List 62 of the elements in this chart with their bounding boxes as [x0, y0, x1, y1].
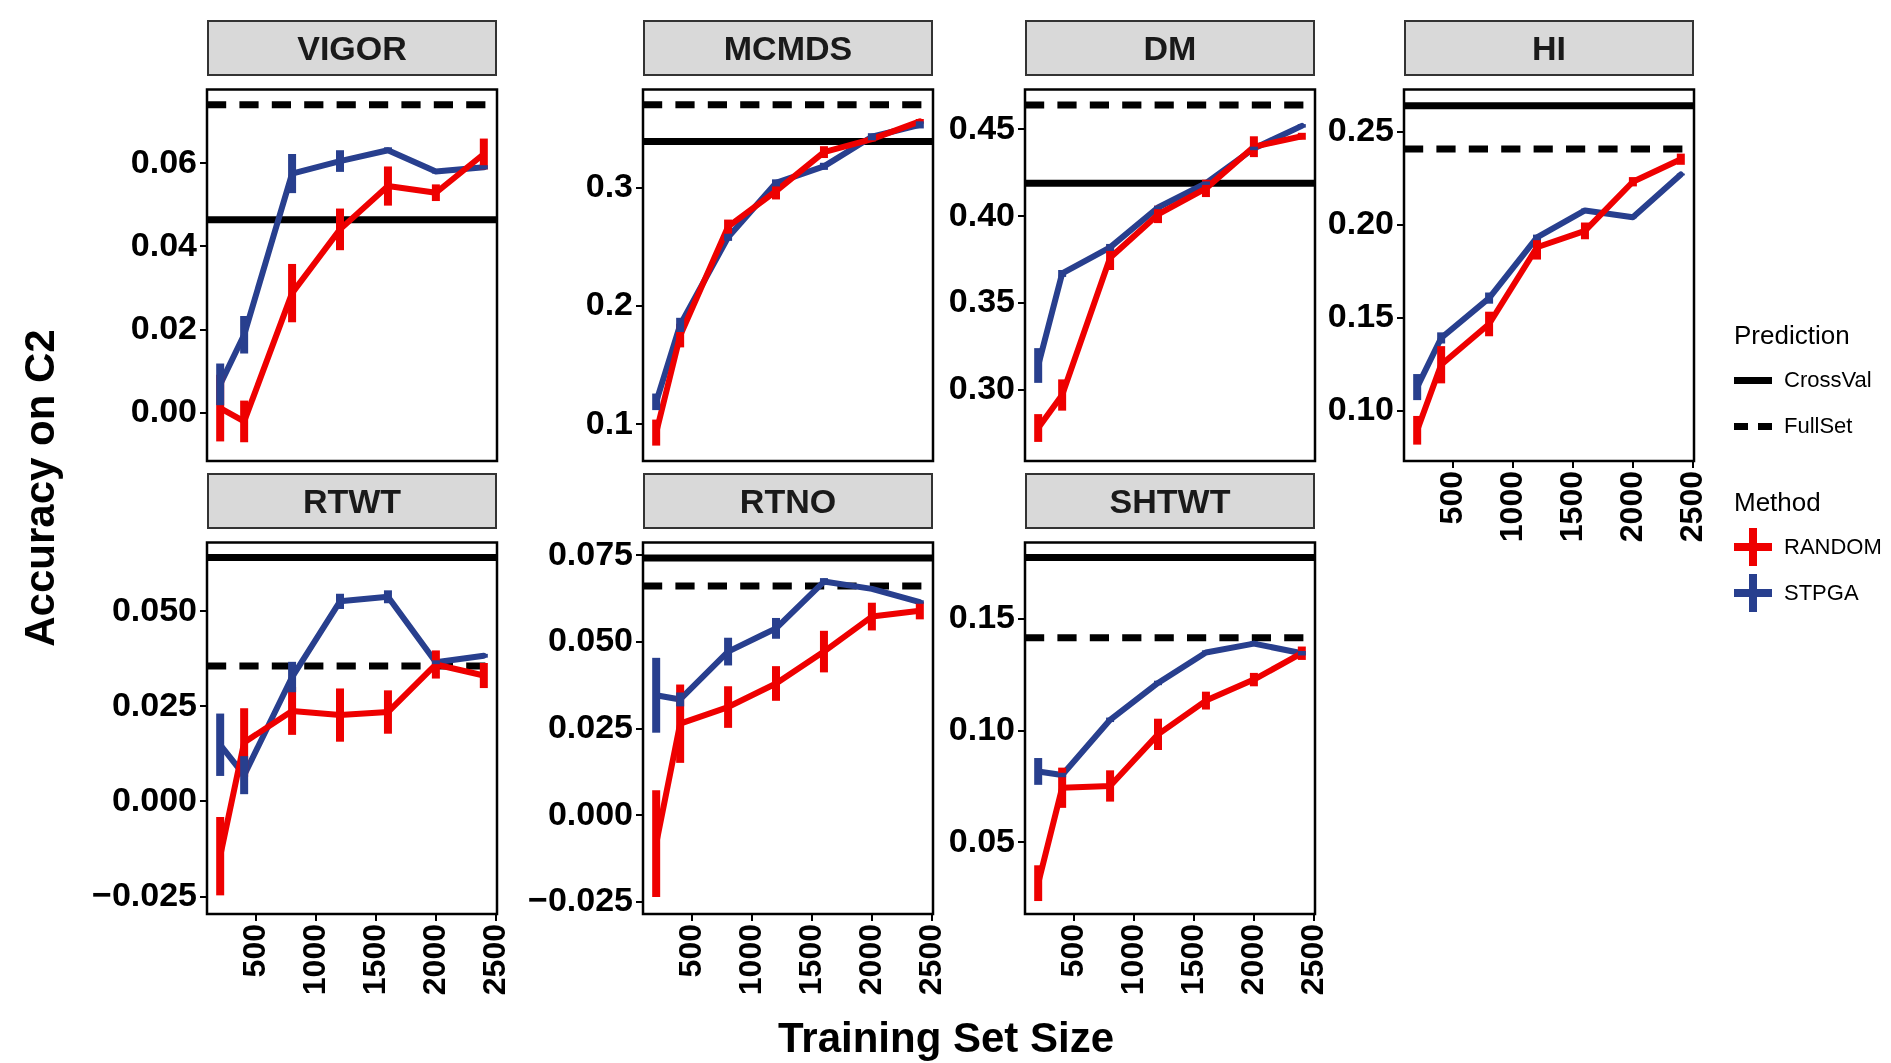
x-tick-label: 2000: [1612, 471, 1649, 543]
legend-label: STPGA: [1784, 580, 1859, 606]
x-tick-label: 500: [1053, 924, 1090, 978]
x-tick-label: 2000: [415, 924, 452, 996]
chart-title: RTNO: [643, 473, 933, 529]
text: Method: [1734, 487, 1822, 518]
y-tick-label: 0.30: [948, 368, 1015, 407]
legend-label: FullSet: [1784, 413, 1853, 439]
y-tick-label: −0.025: [92, 874, 197, 913]
chart-title: DM: [1025, 20, 1315, 76]
y-tick-label: 0.000: [111, 779, 197, 818]
x-tick-label: 2500: [1672, 471, 1709, 543]
x-tick-label: 1000: [1492, 471, 1529, 543]
y-tick-label: 0.050: [111, 589, 197, 628]
y-tick-label: 0.06: [130, 141, 197, 180]
y-tick-label: 0.25: [1327, 110, 1394, 149]
y-tick-label: 0.075: [547, 533, 633, 572]
y-tick-label: 0.10: [1327, 389, 1394, 428]
x-tick-label: 2500: [1293, 924, 1330, 996]
y-axis-title: Accuracy on C2: [16, 329, 64, 647]
x-tick-label: 1000: [731, 924, 768, 996]
x-tick-label: 2500: [475, 924, 512, 996]
x-tick-label: 1500: [791, 924, 828, 996]
y-tick-label: 0.35: [948, 281, 1015, 320]
chart-title: VIGOR: [207, 20, 497, 76]
y-tick-label: 0.2: [585, 284, 633, 323]
y-tick-label: 0.050: [547, 620, 633, 659]
y-tick-label: 0.1: [585, 402, 633, 441]
x-tick-label: 500: [1432, 471, 1469, 525]
x-tick-label: 2000: [851, 924, 888, 996]
y-tick-label: 0.45: [948, 107, 1015, 146]
y-tick-label: 0.15: [1327, 296, 1394, 335]
chart-title: SHTWT: [1025, 473, 1315, 529]
y-tick-label: 0.20: [1327, 203, 1394, 242]
x-tick-label: 1500: [355, 924, 392, 996]
legend-label: CrossVal: [1784, 367, 1872, 393]
y-tick-label: −0.025: [528, 880, 633, 919]
legend-label: RANDOM: [1784, 534, 1882, 560]
y-tick-label: 0.000: [547, 793, 633, 832]
chart-title: RTWT: [207, 473, 497, 529]
y-tick-label: 0.15: [948, 597, 1015, 636]
chart-title: MCMDS: [643, 20, 933, 76]
x-axis-title: Training Set Size: [777, 1014, 1115, 1062]
x-tick-label: 500: [235, 924, 272, 978]
y-tick-label: 0.10: [948, 709, 1015, 748]
y-tick-label: 0.02: [130, 308, 197, 347]
y-tick-label: 0.05: [948, 820, 1015, 859]
chart-title: HI: [1404, 20, 1694, 76]
x-tick-label: 2000: [1233, 924, 1270, 996]
y-tick-label: 0.3: [585, 166, 633, 204]
x-tick-label: 1500: [1173, 924, 1210, 996]
y-tick-label: 0.40: [948, 194, 1015, 233]
x-tick-label: 1500: [1552, 471, 1589, 543]
legend-title: Prediction: [1734, 320, 1851, 351]
x-tick-label: 500: [671, 924, 708, 978]
y-tick-label: 0.025: [111, 684, 197, 723]
y-tick-label: 0.04: [130, 224, 198, 263]
x-tick-label: 2500: [911, 924, 948, 996]
y-tick-label: 0.025: [547, 706, 633, 745]
y-tick-label: 0.00: [130, 391, 197, 430]
x-tick-label: 1000: [295, 924, 332, 996]
x-tick-label: 1000: [1113, 924, 1150, 996]
